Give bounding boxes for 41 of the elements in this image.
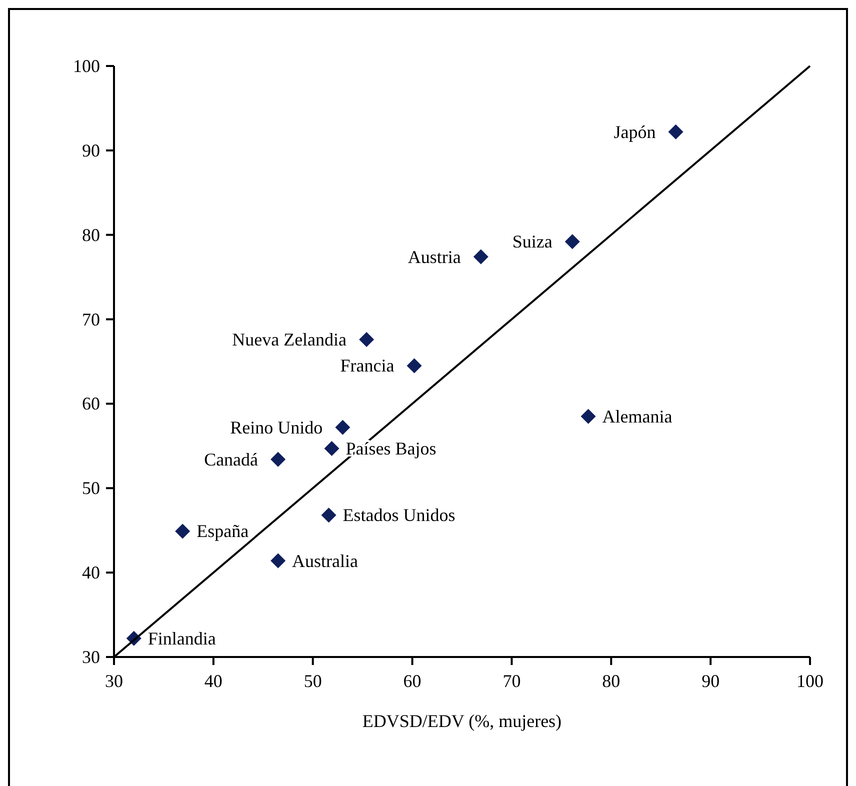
x-tick-label: 40 <box>204 671 222 691</box>
annotation: Alemania <box>602 406 672 426</box>
x-tick-label: 90 <box>702 671 720 691</box>
y-tick-label: 80 <box>82 224 100 245</box>
point <box>359 332 374 348</box>
annotation: Suiza <box>512 232 552 252</box>
point <box>580 408 596 424</box>
point <box>321 508 336 523</box>
annotation: Nueva Zelandia <box>232 330 347 350</box>
point <box>324 440 340 456</box>
y-tick-label: 60 <box>82 394 100 414</box>
point <box>473 249 488 264</box>
point <box>270 452 286 467</box>
x-axis-title: EDVSD/EDV (%, mujeres) <box>362 711 562 731</box>
annotation: Austria <box>408 246 461 267</box>
annotation: Canadá <box>204 449 258 470</box>
annotation: Estados Unidos <box>342 505 456 526</box>
point <box>270 553 286 568</box>
y-tick-label: 40 <box>82 562 100 583</box>
x-tick-label: 70 <box>502 671 521 691</box>
x-tick-label: 100 <box>796 671 824 691</box>
annotation: Australia <box>292 550 358 571</box>
point <box>564 234 580 250</box>
x-tick-label: 30 <box>105 671 123 691</box>
annotation: España <box>196 521 249 542</box>
x-tick-label: 80 <box>602 671 620 691</box>
point <box>668 124 684 140</box>
y-tick-label: 100 <box>73 56 100 76</box>
annotation: Francia <box>340 356 394 376</box>
x-tick-label: 60 <box>403 671 422 691</box>
point <box>406 358 422 374</box>
point <box>335 420 350 435</box>
annotation: Finlandia <box>148 628 216 648</box>
y-tick-label: 90 <box>82 140 100 160</box>
point <box>175 524 190 539</box>
y-tick-label: 50 <box>82 478 100 498</box>
x-tick-label: 50 <box>304 671 322 691</box>
y-tick-label: 70 <box>82 309 100 330</box>
annotation: Reino Unido <box>230 417 323 438</box>
annotation: Japón <box>614 122 656 142</box>
y-tick-label: 30 <box>82 647 100 667</box>
